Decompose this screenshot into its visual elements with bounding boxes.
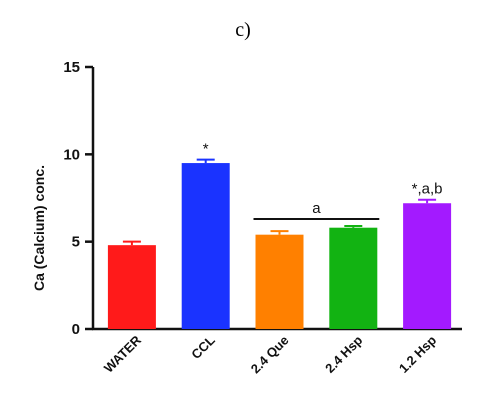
y-tick-label: 0 (72, 321, 80, 338)
panel-label: c) (235, 19, 251, 41)
bars (107, 158, 452, 329)
x-tick-label: 2.4 Que (248, 333, 292, 377)
x-tick-label: WATER (101, 332, 145, 376)
y-tick-label: 5 (72, 234, 80, 251)
bar (403, 203, 452, 329)
bar (255, 234, 304, 329)
bar (107, 245, 156, 329)
bar (329, 227, 378, 329)
bar (181, 163, 230, 329)
x-tick-label: CCL (188, 332, 218, 362)
y-tick-label: 10 (63, 146, 80, 163)
y-axis-title: Ca (Calcium) conc. (31, 165, 47, 291)
bracket-label: a (312, 200, 321, 217)
significance-label: *,a,b (412, 181, 443, 198)
x-tick-label: 1.2 Hsp (396, 332, 439, 375)
significance-label: * (203, 141, 209, 158)
x-tick-label: 2.4 Hsp (322, 332, 365, 375)
y-tick-label: 15 (63, 59, 80, 76)
